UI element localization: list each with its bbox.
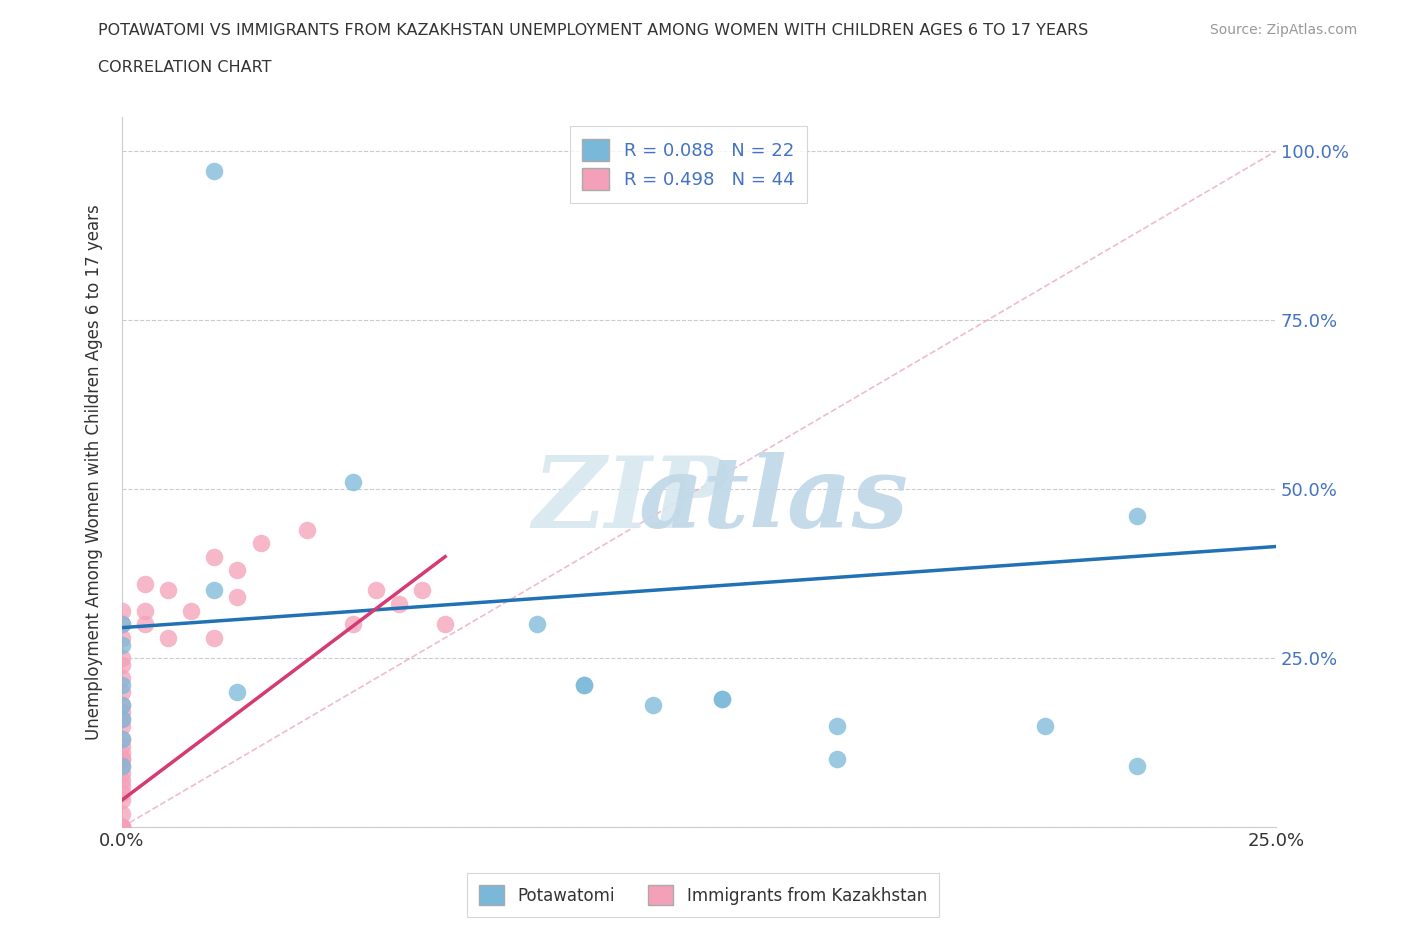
- Point: [111, 772, 134, 787]
- Point: [111, 792, 134, 807]
- Text: ZIP: ZIP: [533, 452, 727, 549]
- Point: [111, 718, 134, 733]
- Point: [180, 604, 202, 618]
- Point: [111, 819, 134, 834]
- Point: [572, 678, 595, 693]
- Point: [249, 536, 271, 551]
- Point: [111, 658, 134, 672]
- Point: [111, 765, 134, 780]
- Point: [111, 806, 134, 821]
- Point: [111, 617, 134, 631]
- Point: [157, 583, 180, 598]
- Point: [111, 819, 134, 834]
- Legend: Potawatomi, Immigrants from Kazakhstan: Potawatomi, Immigrants from Kazakhstan: [467, 873, 939, 917]
- Point: [342, 475, 364, 490]
- Point: [134, 577, 156, 591]
- Y-axis label: Unemployment Among Women with Children Ages 6 to 17 years: Unemployment Among Women with Children A…: [86, 205, 103, 740]
- Point: [342, 617, 364, 631]
- Point: [111, 711, 134, 726]
- Point: [1126, 509, 1149, 524]
- Point: [202, 631, 225, 645]
- Point: [711, 691, 734, 706]
- Point: [1033, 718, 1056, 733]
- Point: [111, 819, 134, 834]
- Point: [711, 691, 734, 706]
- Point: [411, 583, 433, 598]
- Point: [111, 705, 134, 720]
- Point: [111, 732, 134, 747]
- Point: [111, 732, 134, 747]
- Point: [111, 604, 134, 618]
- Text: Source: ZipAtlas.com: Source: ZipAtlas.com: [1209, 23, 1357, 37]
- Point: [111, 759, 134, 774]
- Text: atlas: atlas: [638, 452, 910, 549]
- Point: [111, 738, 134, 753]
- Point: [157, 631, 180, 645]
- Point: [111, 819, 134, 834]
- Point: [202, 583, 225, 598]
- Point: [226, 590, 249, 604]
- Point: [111, 779, 134, 794]
- Point: [202, 550, 225, 565]
- Point: [827, 752, 849, 767]
- Point: [111, 684, 134, 699]
- Point: [526, 617, 548, 631]
- Point: [111, 631, 134, 645]
- Point: [111, 671, 134, 685]
- Point: [226, 684, 249, 699]
- Point: [111, 698, 134, 712]
- Legend: R = 0.088   N = 22, R = 0.498   N = 44: R = 0.088 N = 22, R = 0.498 N = 44: [569, 126, 807, 203]
- Point: [111, 678, 134, 693]
- Point: [134, 604, 156, 618]
- Point: [134, 617, 156, 631]
- Point: [111, 752, 134, 767]
- Point: [111, 752, 134, 767]
- Point: [111, 651, 134, 666]
- Point: [111, 617, 134, 631]
- Text: CORRELATION CHART: CORRELATION CHART: [98, 60, 271, 75]
- Point: [364, 583, 387, 598]
- Point: [1126, 759, 1149, 774]
- Point: [111, 786, 134, 801]
- Point: [827, 718, 849, 733]
- Point: [202, 164, 225, 179]
- Point: [641, 698, 664, 712]
- Text: POTAWATOMI VS IMMIGRANTS FROM KAZAKHSTAN UNEMPLOYMENT AMONG WOMEN WITH CHILDREN : POTAWATOMI VS IMMIGRANTS FROM KAZAKHSTAN…: [98, 23, 1088, 38]
- Point: [111, 698, 134, 712]
- Point: [111, 745, 134, 760]
- Point: [111, 759, 134, 774]
- Point: [111, 637, 134, 652]
- Point: [226, 563, 249, 578]
- Point: [388, 596, 411, 611]
- Point: [295, 522, 318, 537]
- Point: [434, 617, 457, 631]
- Point: [572, 678, 595, 693]
- Point: [111, 711, 134, 726]
